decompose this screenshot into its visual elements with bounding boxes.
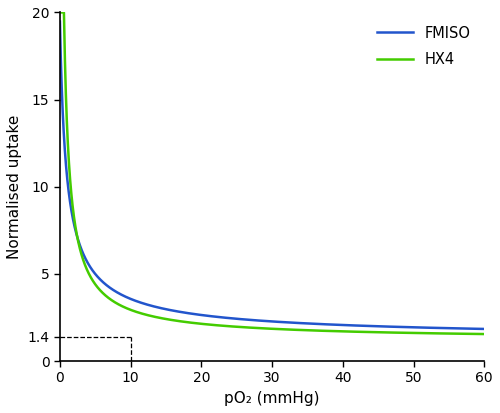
HX4: [312, 328, 318, 333]
HX4: [134, 310, 140, 315]
Line: HX4: HX4: [60, 12, 484, 334]
FMISO: [312, 321, 318, 326]
Y-axis label: Normalised uptake: Normalised uptake: [7, 114, 22, 259]
Line: FMISO: FMISO: [60, 21, 484, 329]
X-axis label: pO₂ (mmHg): pO₂ (mmHg): [224, 391, 320, 406]
FMISO: [374, 324, 380, 329]
HX4: [219, 323, 225, 328]
HX4: [481, 332, 487, 337]
FMISO: [219, 315, 225, 320]
FMISO: [406, 325, 412, 330]
HX4: [57, 10, 63, 15]
FMISO: [57, 19, 63, 24]
FMISO: [481, 326, 487, 331]
FMISO: [134, 299, 140, 304]
HX4: [333, 329, 339, 334]
FMISO: [333, 322, 339, 327]
HX4: [374, 330, 380, 335]
Legend: FMISO, HX4: FMISO, HX4: [371, 20, 477, 73]
HX4: [406, 330, 412, 335]
